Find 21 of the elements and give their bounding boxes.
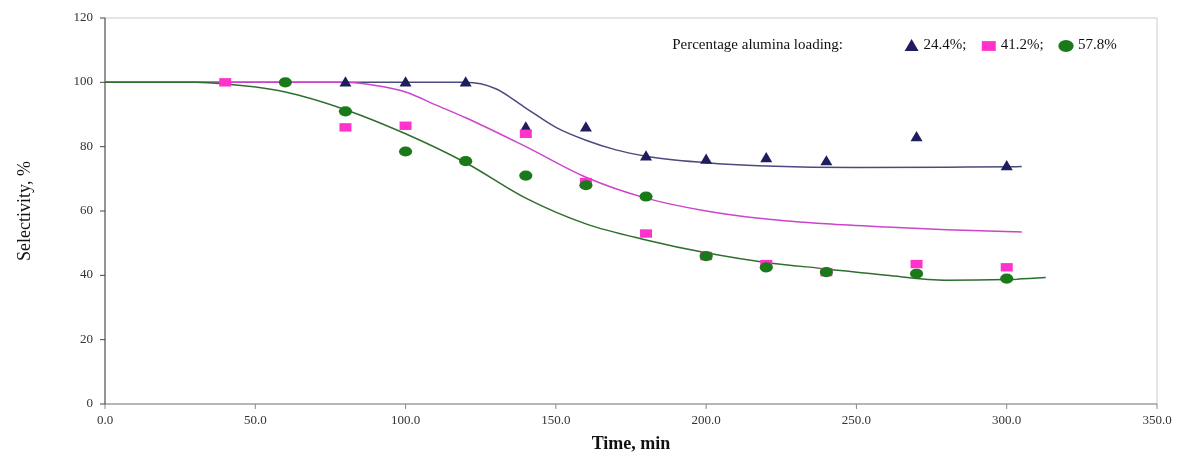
x-tick-label: 150.0 [541, 412, 571, 427]
y-tick-label: 120 [73, 8, 93, 24]
y-axis-title: Selectivity, % [14, 161, 34, 261]
legend-label: 57.8% [1078, 36, 1117, 53]
y-tick-label: 60 [80, 201, 93, 217]
y-tick-label: 100 [73, 73, 93, 89]
x-tick-label: 250.0 [841, 412, 872, 427]
x-tick-label: 350.0 [1142, 412, 1172, 427]
x-tick-label: 300.0 [992, 412, 1022, 427]
x-tick-label: 100.0 [390, 412, 421, 427]
x-axis-title: Time, min [591, 433, 671, 453]
legend-label: 41.2%; [1000, 36, 1044, 53]
x-tick-label: 200.0 [691, 412, 721, 427]
legend-title: Percentage alumina loading: [672, 36, 843, 53]
x-tick-label: 0.0 [96, 412, 114, 427]
y-tick-label: 0 [86, 394, 93, 410]
y-tick-label: 40 [80, 266, 93, 282]
y-tick-label: 20 [80, 330, 93, 346]
legend-label: 24.4%; [923, 36, 967, 53]
y-tick-label: 80 [80, 137, 93, 153]
x-tick-label: 50.0 [243, 412, 267, 427]
